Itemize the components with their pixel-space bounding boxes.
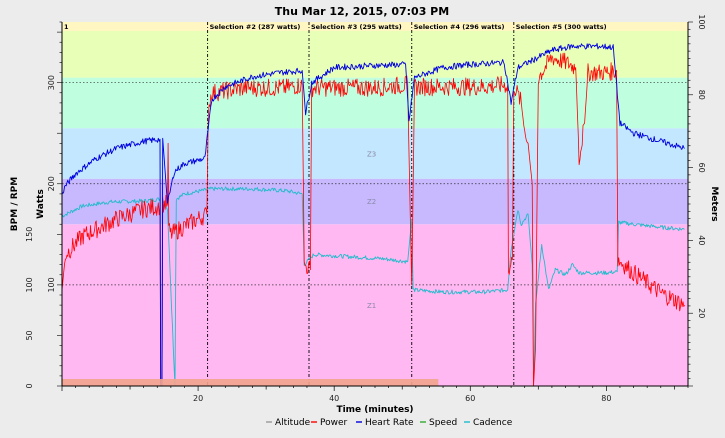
- selection-markers: 1 Selection #2 (287 watts) Selection #3 (2…: [64, 22, 607, 386]
- zone-band-1: [62, 224, 688, 386]
- chart-series: [61, 42, 685, 387]
- selection-label-1: 1: [64, 23, 69, 31]
- legend-item-speed[interactable]: Speed: [420, 418, 457, 428]
- x-tick-label: 60: [465, 394, 475, 403]
- series-power: [61, 52, 685, 387]
- baseline-bar: [62, 379, 439, 386]
- selection-label-5: Selection #5 (300 watts): [516, 23, 607, 31]
- chart-axes: [57, 21, 693, 391]
- y-bpm-tick-label: 100: [25, 277, 34, 292]
- x-tick-label: 40: [329, 394, 339, 403]
- selection-label-strip: [62, 22, 688, 31]
- legend-item-power[interactable]: Power: [311, 418, 348, 428]
- legend-item-heart-rate[interactable]: Heart Rate: [356, 418, 414, 428]
- legend[interactable]: Altitude Power Heart Rate Speed Cadence: [266, 418, 513, 428]
- y-meters-tick-label: 100: [697, 14, 706, 29]
- legend-label-cadence: Cadence: [473, 418, 513, 428]
- y-meters-tick-label: 80: [697, 90, 706, 100]
- y-bpm-tick-label: 50: [25, 330, 34, 340]
- y-meters-tick-label: 60: [697, 163, 706, 173]
- legend-label-altitude: Altitude: [275, 418, 311, 428]
- zone-label-z2: Z2: [367, 198, 376, 206]
- y-meters-tick-label: 40: [697, 235, 706, 245]
- x-axis-title: Time (minutes): [336, 405, 413, 415]
- y-meters-tick-label: 20: [697, 308, 706, 318]
- y-watts-tick-label: 200: [47, 176, 56, 191]
- y-axis-title-bpm-rpm: BPM / RPM: [10, 177, 20, 231]
- selection-label-2: Selection #2 (287 watts): [210, 23, 301, 31]
- zone-label-z3: Z3: [367, 150, 376, 158]
- legend-item-cadence[interactable]: Cadence: [464, 418, 513, 428]
- legend-label-power: Power: [320, 418, 348, 428]
- y-watts-tick-label: 100: [47, 277, 56, 292]
- legend-label-heart-rate: Heart Rate: [365, 418, 414, 428]
- selection-label-4: Selection #4 (296 watts): [414, 23, 505, 31]
- selection-label-3: Selection #3 (295 watts): [311, 23, 402, 31]
- legend-item-altitude[interactable]: Altitude: [266, 418, 311, 428]
- y-bpm-tick-label: 0: [25, 383, 34, 388]
- chart-title: Thu Mar 12, 2015, 07:03 PM: [275, 5, 449, 18]
- series-heart-rate: [61, 42, 685, 387]
- y-axis-title-meters: Meters: [709, 186, 719, 221]
- x-tick-label: 20: [193, 394, 203, 403]
- y-axis-title-watts: Watts: [36, 189, 46, 219]
- zone-band-3: [62, 128, 688, 179]
- x-tick-label: 80: [601, 394, 611, 403]
- zone-label-z1: Z1: [367, 302, 376, 310]
- y-bpm-tick-label: 150: [25, 227, 34, 242]
- legend-label-speed: Speed: [429, 418, 457, 428]
- y-watts-tick-label: 300: [47, 75, 56, 90]
- chart-text: Z3 Z2 Z1 20 40 60 80 0 50 100 150 100 200 300 20 40 60 80…: [10, 5, 719, 415]
